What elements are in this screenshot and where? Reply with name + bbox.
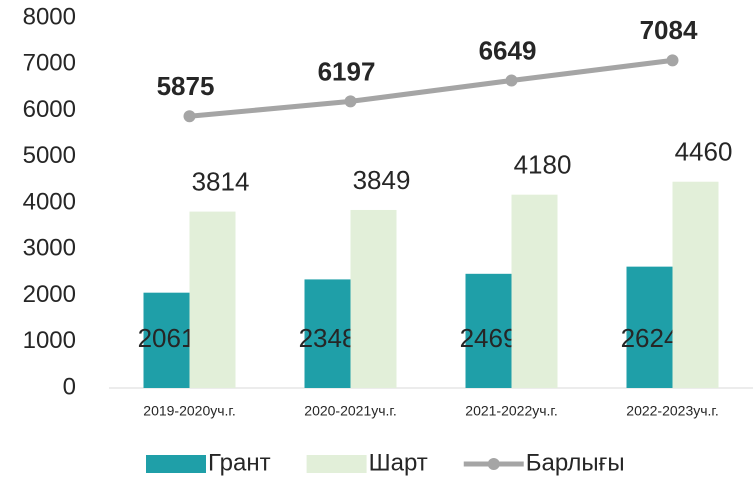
y-tick-label: 3000	[23, 235, 76, 262]
x-tick-label: 2022-2023уч.г.	[626, 403, 718, 419]
y-tick-label: 0	[63, 373, 76, 400]
y-tick-label: 6000	[23, 96, 76, 123]
legend-label: Грант	[208, 449, 271, 476]
bar	[189, 211, 236, 388]
y-tick-label: 4000	[23, 188, 76, 215]
legend-label: Барлығы	[526, 449, 625, 476]
data-label: 6197	[318, 56, 376, 86]
point	[666, 54, 679, 67]
x-tick-label: 2021-2022уч.г.	[465, 403, 557, 419]
y-tick-label: 5000	[23, 142, 76, 169]
point	[183, 110, 196, 123]
y-tick-label: 2000	[23, 281, 76, 308]
legend-swatch	[306, 455, 367, 473]
data-label: 7084	[640, 15, 698, 45]
data-label: 3814	[192, 166, 250, 196]
legend-marker	[487, 458, 500, 470]
bar	[143, 292, 190, 388]
data-label: 6649	[479, 35, 537, 65]
point	[505, 74, 518, 87]
data-label: 2348	[299, 323, 357, 353]
bar	[511, 194, 558, 388]
y-tick-label: 1000	[23, 327, 76, 354]
bar	[672, 181, 719, 388]
y-tick-label: 8000	[23, 3, 76, 30]
legend-swatch	[146, 455, 206, 473]
data-label: 3849	[353, 165, 411, 195]
legend-label: Шарт	[369, 449, 428, 476]
data-label: 5875	[157, 71, 215, 101]
data-label: 2624	[621, 323, 679, 353]
bar	[626, 266, 673, 388]
bar	[304, 279, 351, 388]
bar	[350, 209, 397, 388]
data-label: 4180	[514, 150, 572, 180]
bar	[465, 273, 512, 388]
point	[344, 95, 357, 108]
data-label: 2469	[460, 323, 518, 353]
line	[189, 57, 673, 119]
data-label: 4460	[675, 137, 733, 167]
y-tick-label: 7000	[23, 50, 76, 77]
x-tick-label: 2020-2021уч.г.	[304, 403, 396, 419]
data-label: 2061	[138, 323, 196, 353]
x-tick-label: 2019-2020уч.г.	[143, 403, 235, 419]
